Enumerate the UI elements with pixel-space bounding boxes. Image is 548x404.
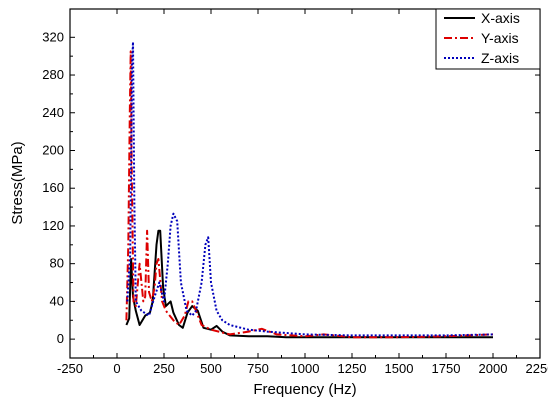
x-tick-label: 500 xyxy=(200,361,222,376)
legend-label-x-axis: X-axis xyxy=(481,10,520,26)
x-tick-label: 750 xyxy=(247,361,269,376)
x-tick-label: 1000 xyxy=(291,361,320,376)
y-axis-title: Stress(MPa) xyxy=(9,141,26,224)
x-axis-title: Frequency (Hz) xyxy=(253,381,356,398)
y-tick-label: 80 xyxy=(50,256,64,271)
y-tick-label: 200 xyxy=(42,142,64,157)
series-lines xyxy=(125,41,494,339)
x-tick-label: 1750 xyxy=(432,361,461,376)
series-line-x-axis xyxy=(125,229,493,339)
y-tick-label: 320 xyxy=(42,29,64,44)
y-tick-label: 240 xyxy=(42,105,64,120)
y-tick-label: 280 xyxy=(42,67,64,82)
y-tick-labels: 0 40 80 120 160 200 240 280 320 xyxy=(42,29,64,346)
x-tick-label: 2000 xyxy=(479,361,508,376)
tick-marks xyxy=(69,9,541,358)
y-tick-label: 160 xyxy=(42,180,64,195)
series-line-z-axis xyxy=(126,41,494,337)
x-tick-label: -250 xyxy=(57,361,83,376)
y-tick-label: 0 xyxy=(57,331,64,346)
y-tick-label: 120 xyxy=(42,218,64,233)
x-tick-label: 1500 xyxy=(385,361,414,376)
series-line-y-axis xyxy=(125,50,494,339)
legend-label-z-axis: Z-axis xyxy=(481,50,519,66)
x-tick-label: 250 xyxy=(153,361,175,376)
x-tick-label: 0 xyxy=(113,361,120,376)
y-tick-label: 40 xyxy=(50,293,64,308)
x-tick-label: 1250 xyxy=(338,361,367,376)
legend: X-axis Y-axis Z-axis xyxy=(435,8,541,70)
legend-label-y-axis: Y-axis xyxy=(481,30,519,46)
